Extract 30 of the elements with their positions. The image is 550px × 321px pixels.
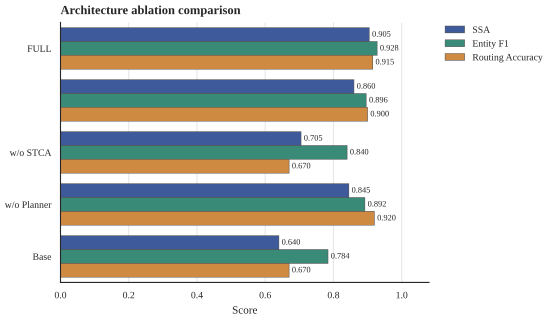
data-label: 0.920 (378, 214, 396, 220)
y-tick-label: Base (32, 253, 52, 260)
data-label: 0.845 (352, 187, 370, 193)
data-label: 0.840 (350, 148, 368, 155)
y-tick-label: w/o STCA (10, 149, 52, 156)
data-label: 0.915 (376, 58, 394, 64)
x-tick-label: 0.0 (54, 292, 66, 298)
x-tick-label: 0.6 (260, 292, 272, 298)
legend-label: Routing Accuracy (472, 54, 543, 62)
data-label: 0.892 (368, 200, 386, 207)
x-tick-label: 1.0 (396, 292, 408, 298)
x-tick-label: 0.2 (123, 292, 134, 298)
y-tick-label: FULL (27, 45, 51, 52)
data-label: 0.900 (370, 110, 389, 116)
data-label: 0.705 (304, 135, 322, 141)
legend-label: Entity F1 (472, 40, 508, 49)
data-label: 0.905 (372, 31, 390, 37)
data-label: 0.860 (357, 83, 376, 89)
x-tick-label: 0.8 (328, 292, 340, 298)
data-label: 0.670 (292, 162, 310, 168)
data-label: 0.784 (331, 252, 350, 259)
data-label: 0.670 (292, 266, 310, 272)
y-tick-label: w/o Planner (4, 201, 52, 208)
x-tick-label: 0.4 (191, 292, 203, 298)
data-label: 0.896 (369, 96, 388, 103)
chart-title: Architecture ablation comparison (60, 5, 240, 17)
data-label: 0.640 (282, 239, 300, 245)
data-label: 0.928 (380, 44, 398, 51)
x-axis-title: Score (232, 306, 258, 314)
legend-label: SSA (472, 26, 490, 33)
